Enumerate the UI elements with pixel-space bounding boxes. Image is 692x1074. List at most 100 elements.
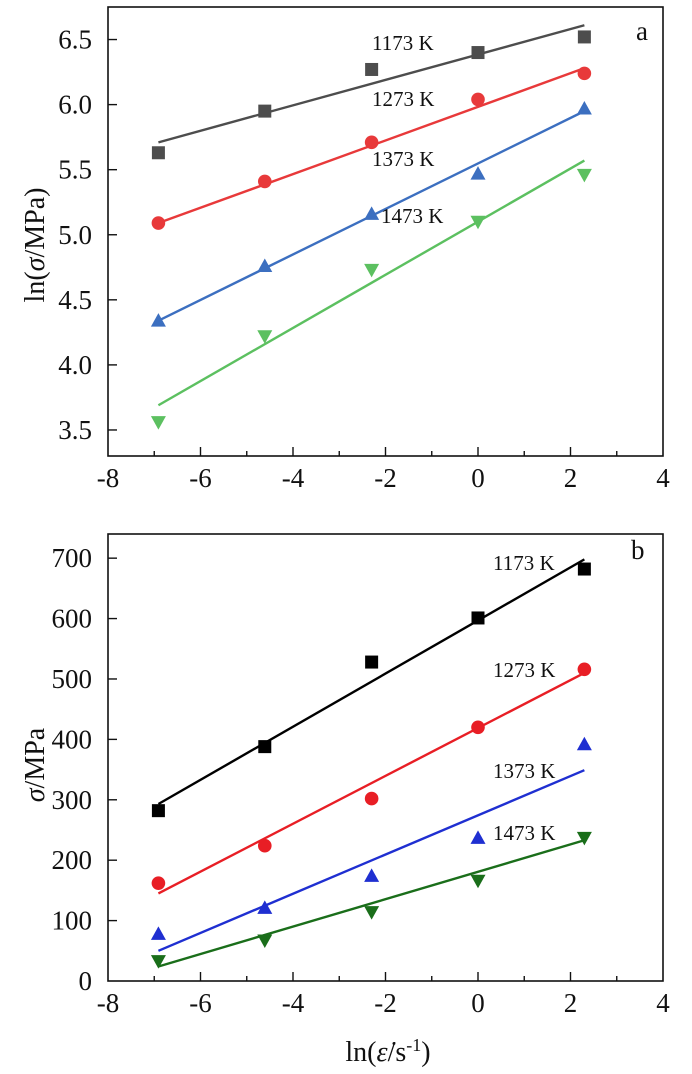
- y-axis-title-part: /MPa: [20, 727, 51, 788]
- panel-letter: a: [636, 16, 648, 46]
- series-1473-k: 1473 K: [150, 821, 592, 969]
- data-point: [364, 868, 380, 882]
- series-1373-k: 1373 K: [150, 101, 592, 327]
- x-tick-label: -4: [282, 988, 305, 1018]
- series-1373-k: 1373 K: [150, 736, 592, 952]
- data-point: [577, 66, 592, 81]
- x-tick-label: 2: [564, 988, 578, 1018]
- x-tick-label: -2: [374, 463, 397, 493]
- y-tick-label: 0: [79, 966, 93, 996]
- data-point: [364, 206, 380, 220]
- data-point: [471, 720, 485, 735]
- data-point: [151, 216, 166, 230]
- data-point: [470, 874, 486, 889]
- series-label: 1373 K: [493, 759, 555, 783]
- y-tick-label: 500: [52, 664, 93, 694]
- y-axis-title-part: σ: [20, 787, 51, 802]
- data-point: [151, 876, 166, 890]
- data-point: [151, 804, 165, 818]
- series-label: 1173 K: [372, 31, 434, 55]
- series-label: 1473 K: [493, 821, 555, 845]
- panel-b-chart: -8 -6 -4 -2 0 2 4 0 100 200 300 400 500 600 700 σ/MPa ln…: [20, 533, 670, 1068]
- y-tick-label: 100: [52, 906, 93, 936]
- y-tick-label: 4.0: [58, 350, 92, 380]
- data-point: [258, 104, 272, 118]
- data-point: [576, 831, 592, 846]
- x-tick-label: 4: [656, 463, 670, 493]
- y-tick-label: 200: [52, 845, 93, 875]
- x-tick-label: 4: [656, 988, 670, 1018]
- y-tick-label: 400: [52, 724, 93, 754]
- data-point: [257, 934, 273, 949]
- data-point: [576, 101, 592, 115]
- series-1273-k: 1273 K: [151, 658, 592, 895]
- data-point: [576, 168, 592, 183]
- fit-line: [157, 769, 585, 952]
- y-axis-title-part: σ: [20, 256, 51, 271]
- y-tick-label: 3.5: [58, 415, 92, 445]
- y-tick-label: 700: [52, 543, 93, 573]
- fit-line: [158, 839, 585, 968]
- data-point: [364, 791, 379, 806]
- y-axis-title: ln(σ/MPa): [20, 188, 51, 303]
- data-point: [577, 30, 591, 44]
- x-axis-title-part: ): [421, 1037, 430, 1068]
- y-tick-label: 5.0: [58, 220, 92, 250]
- x-axis-title-part: /s: [388, 1037, 407, 1068]
- panel-a-chart: -8 -6 -4 -2 0 2 4 3.5 4.0 4.5 5.0 5.5 6.0 6.5 ln(σ/MPa…: [20, 6, 670, 493]
- data-point: [151, 146, 165, 160]
- data-point: [576, 736, 592, 751]
- data-point: [364, 263, 380, 278]
- x-tick-label: -8: [97, 988, 120, 1018]
- series-label: 1473 K: [381, 204, 443, 228]
- x-tick-label: 2: [564, 463, 578, 493]
- series-1173-k: 1173 K: [151, 551, 591, 818]
- y-axis-title-part: ln(: [20, 271, 51, 302]
- series-1473-k: 1473 K: [150, 159, 592, 430]
- x-tick-label: -2: [374, 988, 397, 1018]
- x-tick-label: 0: [471, 463, 485, 493]
- data-point: [257, 330, 273, 344]
- y-tick-label: 600: [52, 604, 93, 634]
- x-tick-label: -6: [189, 463, 212, 493]
- panel-letter: b: [631, 535, 645, 565]
- fit-line: [157, 558, 585, 806]
- x-axis-title: ln(ε̇/s-1): [345, 1035, 430, 1068]
- data-point: [257, 900, 273, 914]
- x-tick-label: -6: [189, 988, 212, 1018]
- data-point: [470, 215, 486, 230]
- data-point: [258, 740, 272, 754]
- fit-line: [158, 24, 585, 144]
- data-point: [577, 662, 592, 677]
- x-tick-label: -4: [282, 463, 305, 493]
- data-point: [577, 562, 591, 576]
- y-axis-title-part: /MPa): [20, 188, 51, 258]
- data-point: [257, 838, 272, 853]
- series-label: 1373 K: [372, 147, 434, 171]
- data-point: [150, 313, 166, 327]
- data-point: [150, 926, 166, 940]
- data-point: [257, 258, 273, 272]
- x-tick-label: 0: [471, 988, 485, 1018]
- x-axis-title-part: ln(: [345, 1037, 376, 1068]
- data-point: [364, 906, 380, 920]
- series-1173-k: 1173 K: [151, 24, 591, 160]
- data-point: [471, 46, 485, 60]
- series-label: 1273 K: [372, 87, 434, 111]
- data-point: [365, 655, 379, 669]
- x-tick-label: -8: [97, 463, 120, 493]
- series-1273-k: 1273 K: [151, 66, 592, 230]
- data-point: [364, 135, 379, 150]
- data-point: [365, 62, 379, 76]
- y-tick-label: 4.5: [58, 285, 92, 315]
- y-tick-label: 5.5: [58, 155, 92, 185]
- data-point: [471, 611, 485, 625]
- fit-line: [157, 159, 585, 407]
- x-axis-title-part: -1: [406, 1035, 421, 1055]
- y-tick-label: 6.0: [58, 90, 92, 120]
- plot-frame: [107, 533, 664, 982]
- data-point: [150, 955, 166, 969]
- fit-line: [157, 671, 585, 895]
- y-tick-label: 300: [52, 785, 93, 815]
